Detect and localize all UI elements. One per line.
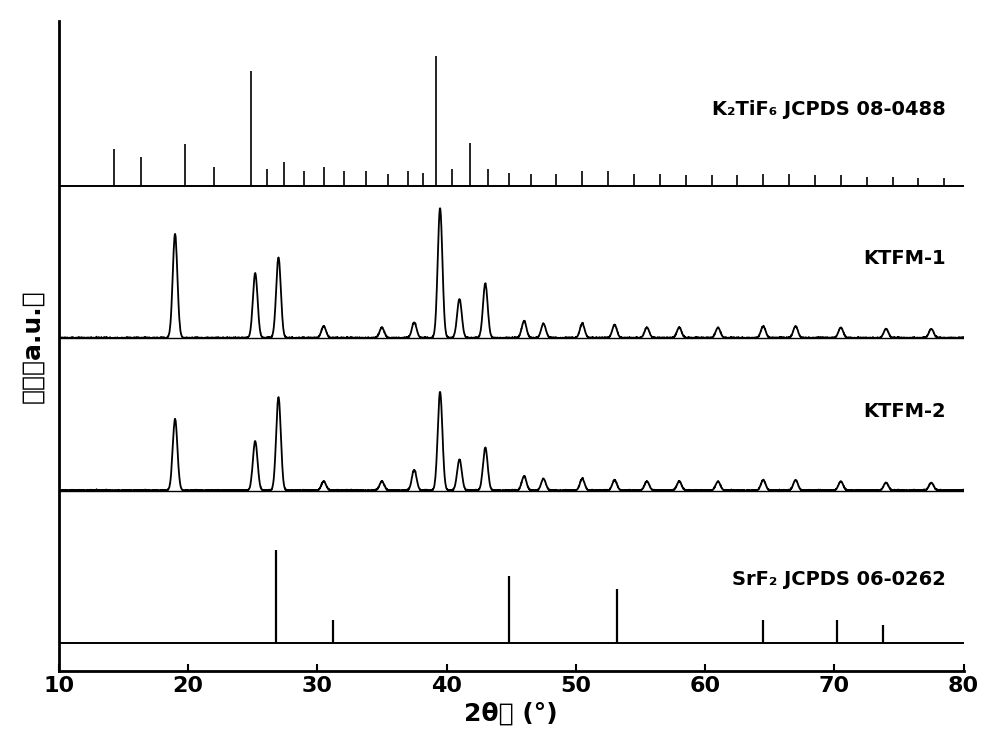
Y-axis label: 强度（a.u.）: 强度（a.u.）: [21, 289, 45, 403]
Text: KTFM-2: KTFM-2: [863, 402, 946, 421]
Text: K₂TiF₆ JCPDS 08-0488: K₂TiF₆ JCPDS 08-0488: [712, 100, 946, 119]
X-axis label: 2θ角 (°): 2θ角 (°): [464, 701, 558, 725]
Text: KTFM-1: KTFM-1: [863, 249, 946, 269]
Text: SrF₂ JCPDS 06-0262: SrF₂ JCPDS 06-0262: [732, 570, 946, 589]
